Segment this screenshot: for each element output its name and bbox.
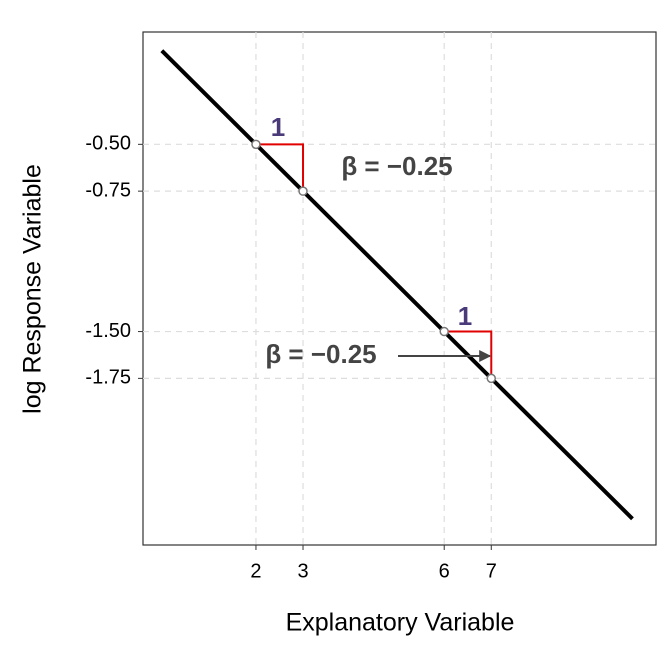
annotation: β = −0.25 bbox=[341, 151, 452, 181]
x-tick-label: 3 bbox=[297, 560, 308, 582]
annotation: β = −0.25 bbox=[265, 339, 376, 369]
slope-triangle bbox=[444, 330, 493, 379]
data-point bbox=[439, 326, 449, 337]
y-tick-label: -0.75 bbox=[85, 179, 131, 201]
y-tick-label: -1.75 bbox=[85, 367, 131, 389]
y-axis-label: log Response Variable bbox=[19, 164, 47, 414]
x-tick-label: 2 bbox=[250, 560, 261, 582]
x-tick-label: 6 bbox=[439, 560, 450, 582]
data-point bbox=[298, 186, 308, 196]
annotation: 1 bbox=[271, 112, 285, 142]
regression-line bbox=[160, 49, 634, 521]
y-tick-label: -0.50 bbox=[85, 133, 131, 155]
data-point bbox=[486, 373, 497, 384]
x-axis-label: Explanatory Variable bbox=[286, 609, 515, 637]
annotation: 1 bbox=[458, 301, 472, 331]
y-tick-label: -1.50 bbox=[85, 320, 131, 342]
x-tick-label: 7 bbox=[486, 560, 497, 582]
slope-triangle bbox=[255, 143, 305, 192]
data-point bbox=[251, 139, 261, 150]
